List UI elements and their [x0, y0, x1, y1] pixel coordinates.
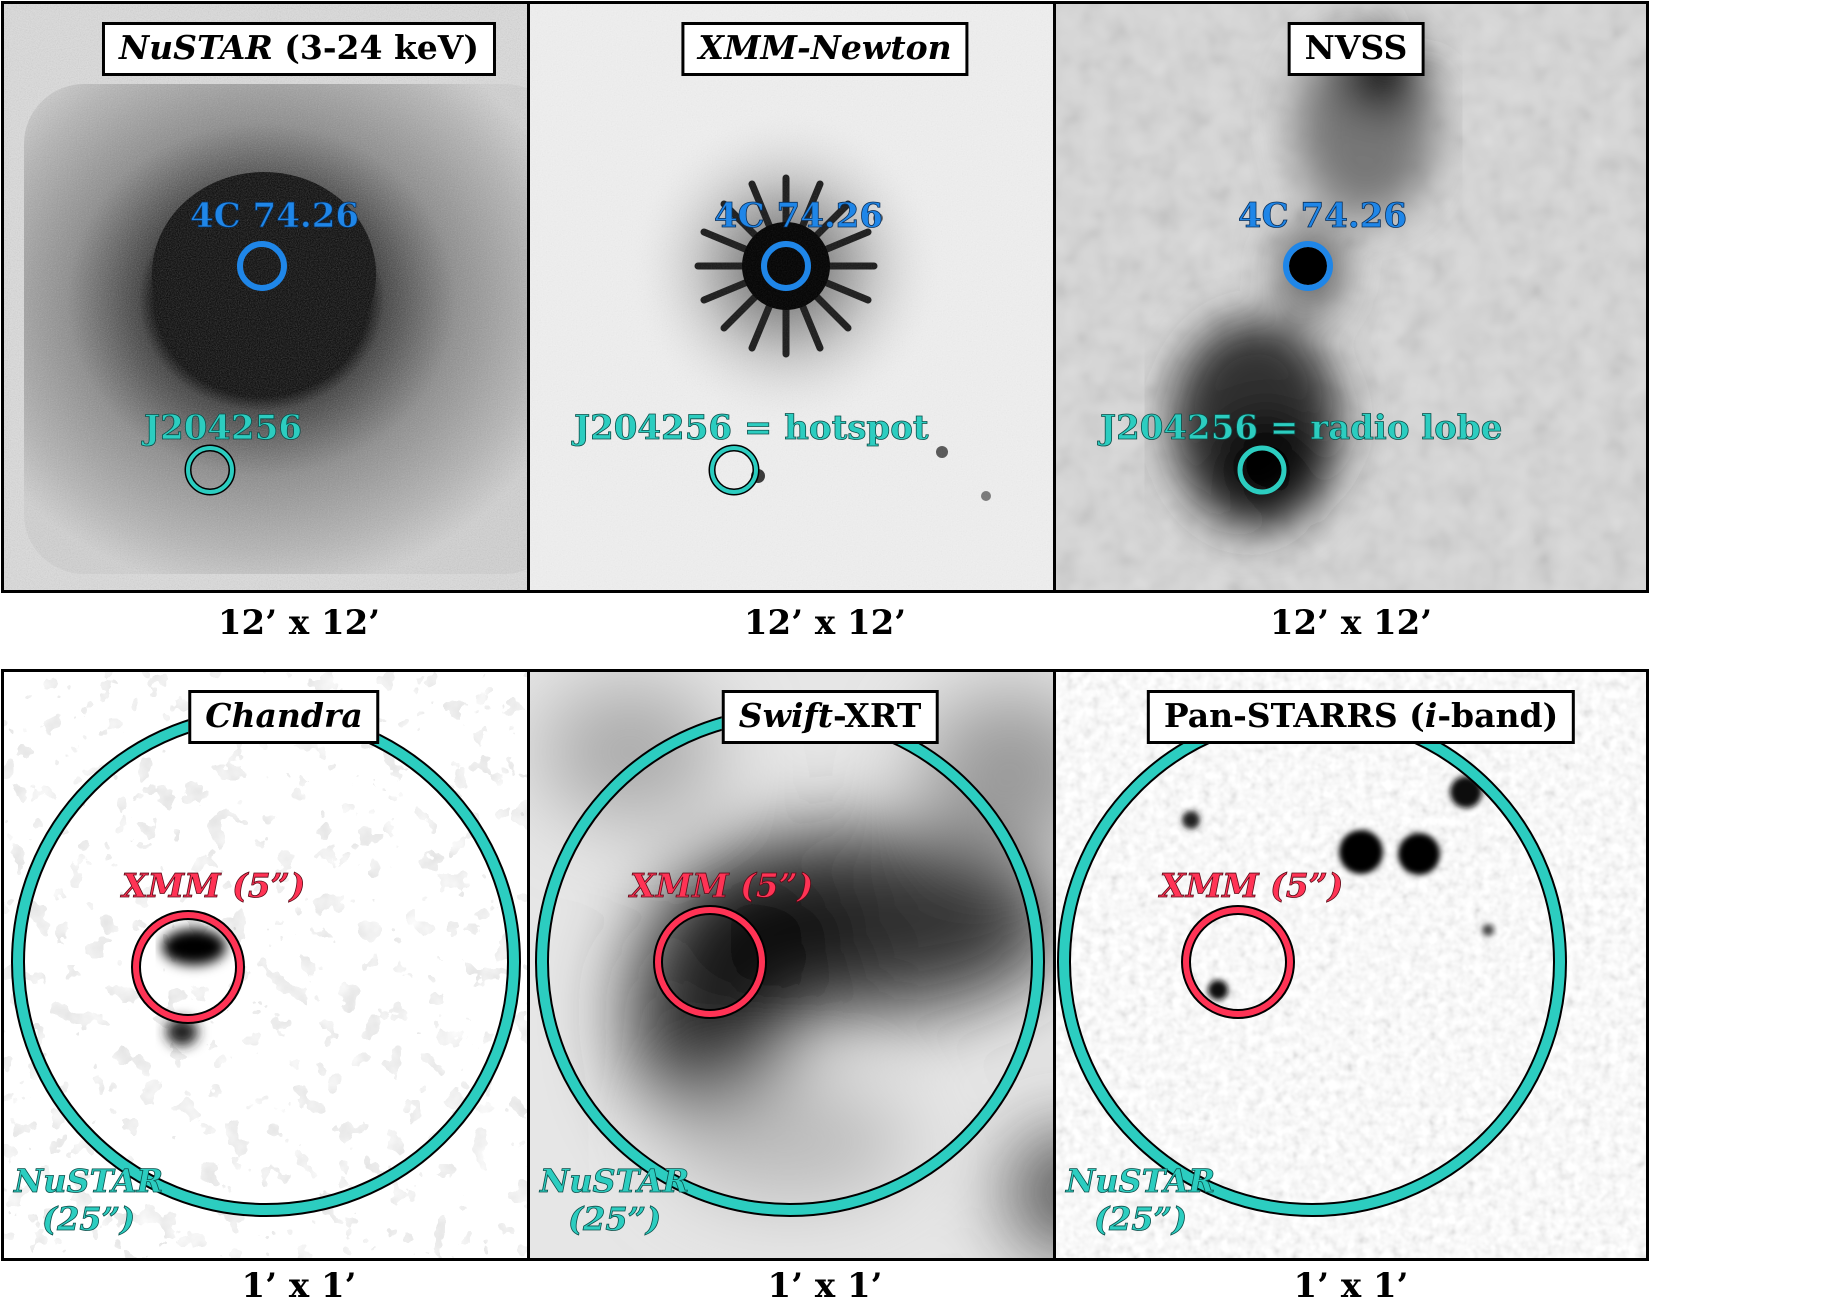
agn-circle	[237, 241, 287, 291]
source-label: J204256 = hotspot	[574, 408, 929, 449]
panel-title: Pan-STARRS (i-band)	[1146, 690, 1576, 744]
panel-title: Swift-XRT	[721, 690, 939, 744]
panel-scale-caption: 12’ x 12’	[217, 603, 381, 643]
pan-starrs-image	[1056, 672, 1646, 1258]
panel-scale-caption: 1’ x 1’	[767, 1266, 883, 1306]
nustar-label: NuSTAR (25”)	[540, 1162, 690, 1239]
panel-title: NVSS	[1287, 22, 1425, 76]
panel-scale-caption: 1’ x 1’	[1293, 1266, 1409, 1306]
hotspot-circle	[1237, 445, 1287, 495]
panel-scale-caption: 12’ x 12’	[1269, 603, 1433, 643]
xmm-label: XMM (5”)	[630, 866, 814, 906]
nustar-label: NuSTAR (25”)	[1066, 1162, 1216, 1239]
source-label: J204256 = radio lobe	[1100, 408, 1503, 449]
nvss-image	[1056, 4, 1646, 590]
panel-scale-caption: 12’ x 12’	[743, 603, 907, 643]
panel-xmm-newton: XMM-Newton 4C 74.26 J204256 = hotspot	[527, 1, 1123, 593]
xmm-image	[530, 4, 1120, 590]
agn-circle	[761, 241, 811, 291]
panel-chandra: Chandra XMM (5”) NuSTAR (25”)	[1, 669, 597, 1261]
panel-title: Chandra	[188, 690, 380, 744]
nustar-label: NuSTAR (25”)	[14, 1162, 164, 1239]
panel-title: XMM-Newton	[681, 22, 969, 76]
nustar-image	[4, 4, 594, 590]
chandra-image	[4, 672, 594, 1258]
panel-title: NuSTAR (3-24 keV)	[101, 22, 497, 76]
agn-circle	[1283, 241, 1333, 291]
xmm-label: XMM (5”)	[1160, 866, 1344, 906]
panel-scale-caption: 1’ x 1’	[241, 1266, 357, 1306]
agn-label: 4C 74.26	[714, 196, 884, 237]
agn-label: 4C 74.26	[190, 196, 360, 237]
panel-nvss: NVSS 4C 74.26 J204256 = radio lobe	[1053, 1, 1649, 593]
panel-nustar: NuSTAR (3-24 keV) 4C 74.26 J204256	[1, 1, 597, 593]
agn-label: 4C 74.26	[1238, 196, 1408, 237]
xmm-label: XMM (5”)	[122, 866, 306, 906]
panel-pan-starrs: Pan-STARRS (i-band) XMM (5”) NuSTAR (25”)	[1053, 669, 1649, 1261]
panel-swift-xrt: Swift-XRT XMM (5”) NuSTAR (25”)	[527, 669, 1123, 1261]
source-label: J204256	[144, 408, 303, 449]
